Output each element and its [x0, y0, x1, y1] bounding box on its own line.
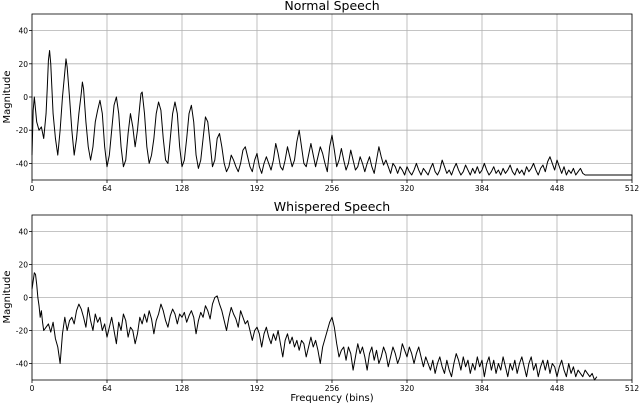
y-tick-label: -20: [16, 126, 28, 135]
x-tick-label: 64: [102, 184, 112, 193]
y-tick-label: 40: [18, 228, 28, 237]
x-tick-label: 192: [250, 384, 265, 393]
x-tick-label: 256: [325, 384, 340, 393]
magnitude-line: [31, 50, 632, 176]
x-tick-label: 128: [175, 384, 190, 393]
x-tick-label: 384: [475, 184, 490, 193]
y-tick-label: 20: [18, 60, 28, 69]
x-tick-label: 448: [550, 184, 565, 193]
x-tick-label: 512: [625, 384, 640, 393]
y-tick-label: 40: [18, 27, 28, 36]
normal-speech-panel: Normal Speech Magnitude 0 64 128 192 256 320 3…: [2, 0, 639, 193]
chart-title: Whispered Speech: [274, 199, 390, 214]
x-axis-label: Frequency (bins): [290, 393, 373, 404]
whispered-speech-panel: Whispered Speech Magnitude Frequency (bi…: [2, 199, 639, 404]
x-tick-label: 128: [175, 184, 190, 193]
chart-title: Normal Speech: [284, 0, 379, 13]
y-tick-label: -40: [16, 159, 28, 168]
x-tick-label: 320: [400, 184, 415, 193]
x-tick-label: 384: [475, 384, 490, 393]
y-tick-label: -20: [16, 327, 28, 336]
y-tick-label: 0: [23, 294, 28, 303]
x-tick-label: 0: [30, 384, 35, 393]
y-axis-label: Magnitude: [2, 71, 13, 124]
y-axis-label: Magnitude: [2, 271, 13, 324]
x-tick-label: 512: [625, 184, 640, 193]
x-tick-label: 0: [30, 184, 35, 193]
y-tick-label: 0: [23, 93, 28, 102]
y-tick-label: -40: [16, 360, 28, 369]
y-tick-label: 20: [18, 261, 28, 270]
x-tick-label: 192: [250, 184, 265, 193]
x-tick-label: 320: [400, 384, 415, 393]
x-tick-label: 64: [102, 384, 112, 393]
magnitude-line: [31, 272, 598, 381]
x-tick-label: 448: [550, 384, 565, 393]
x-tick-label: 256: [325, 184, 340, 193]
